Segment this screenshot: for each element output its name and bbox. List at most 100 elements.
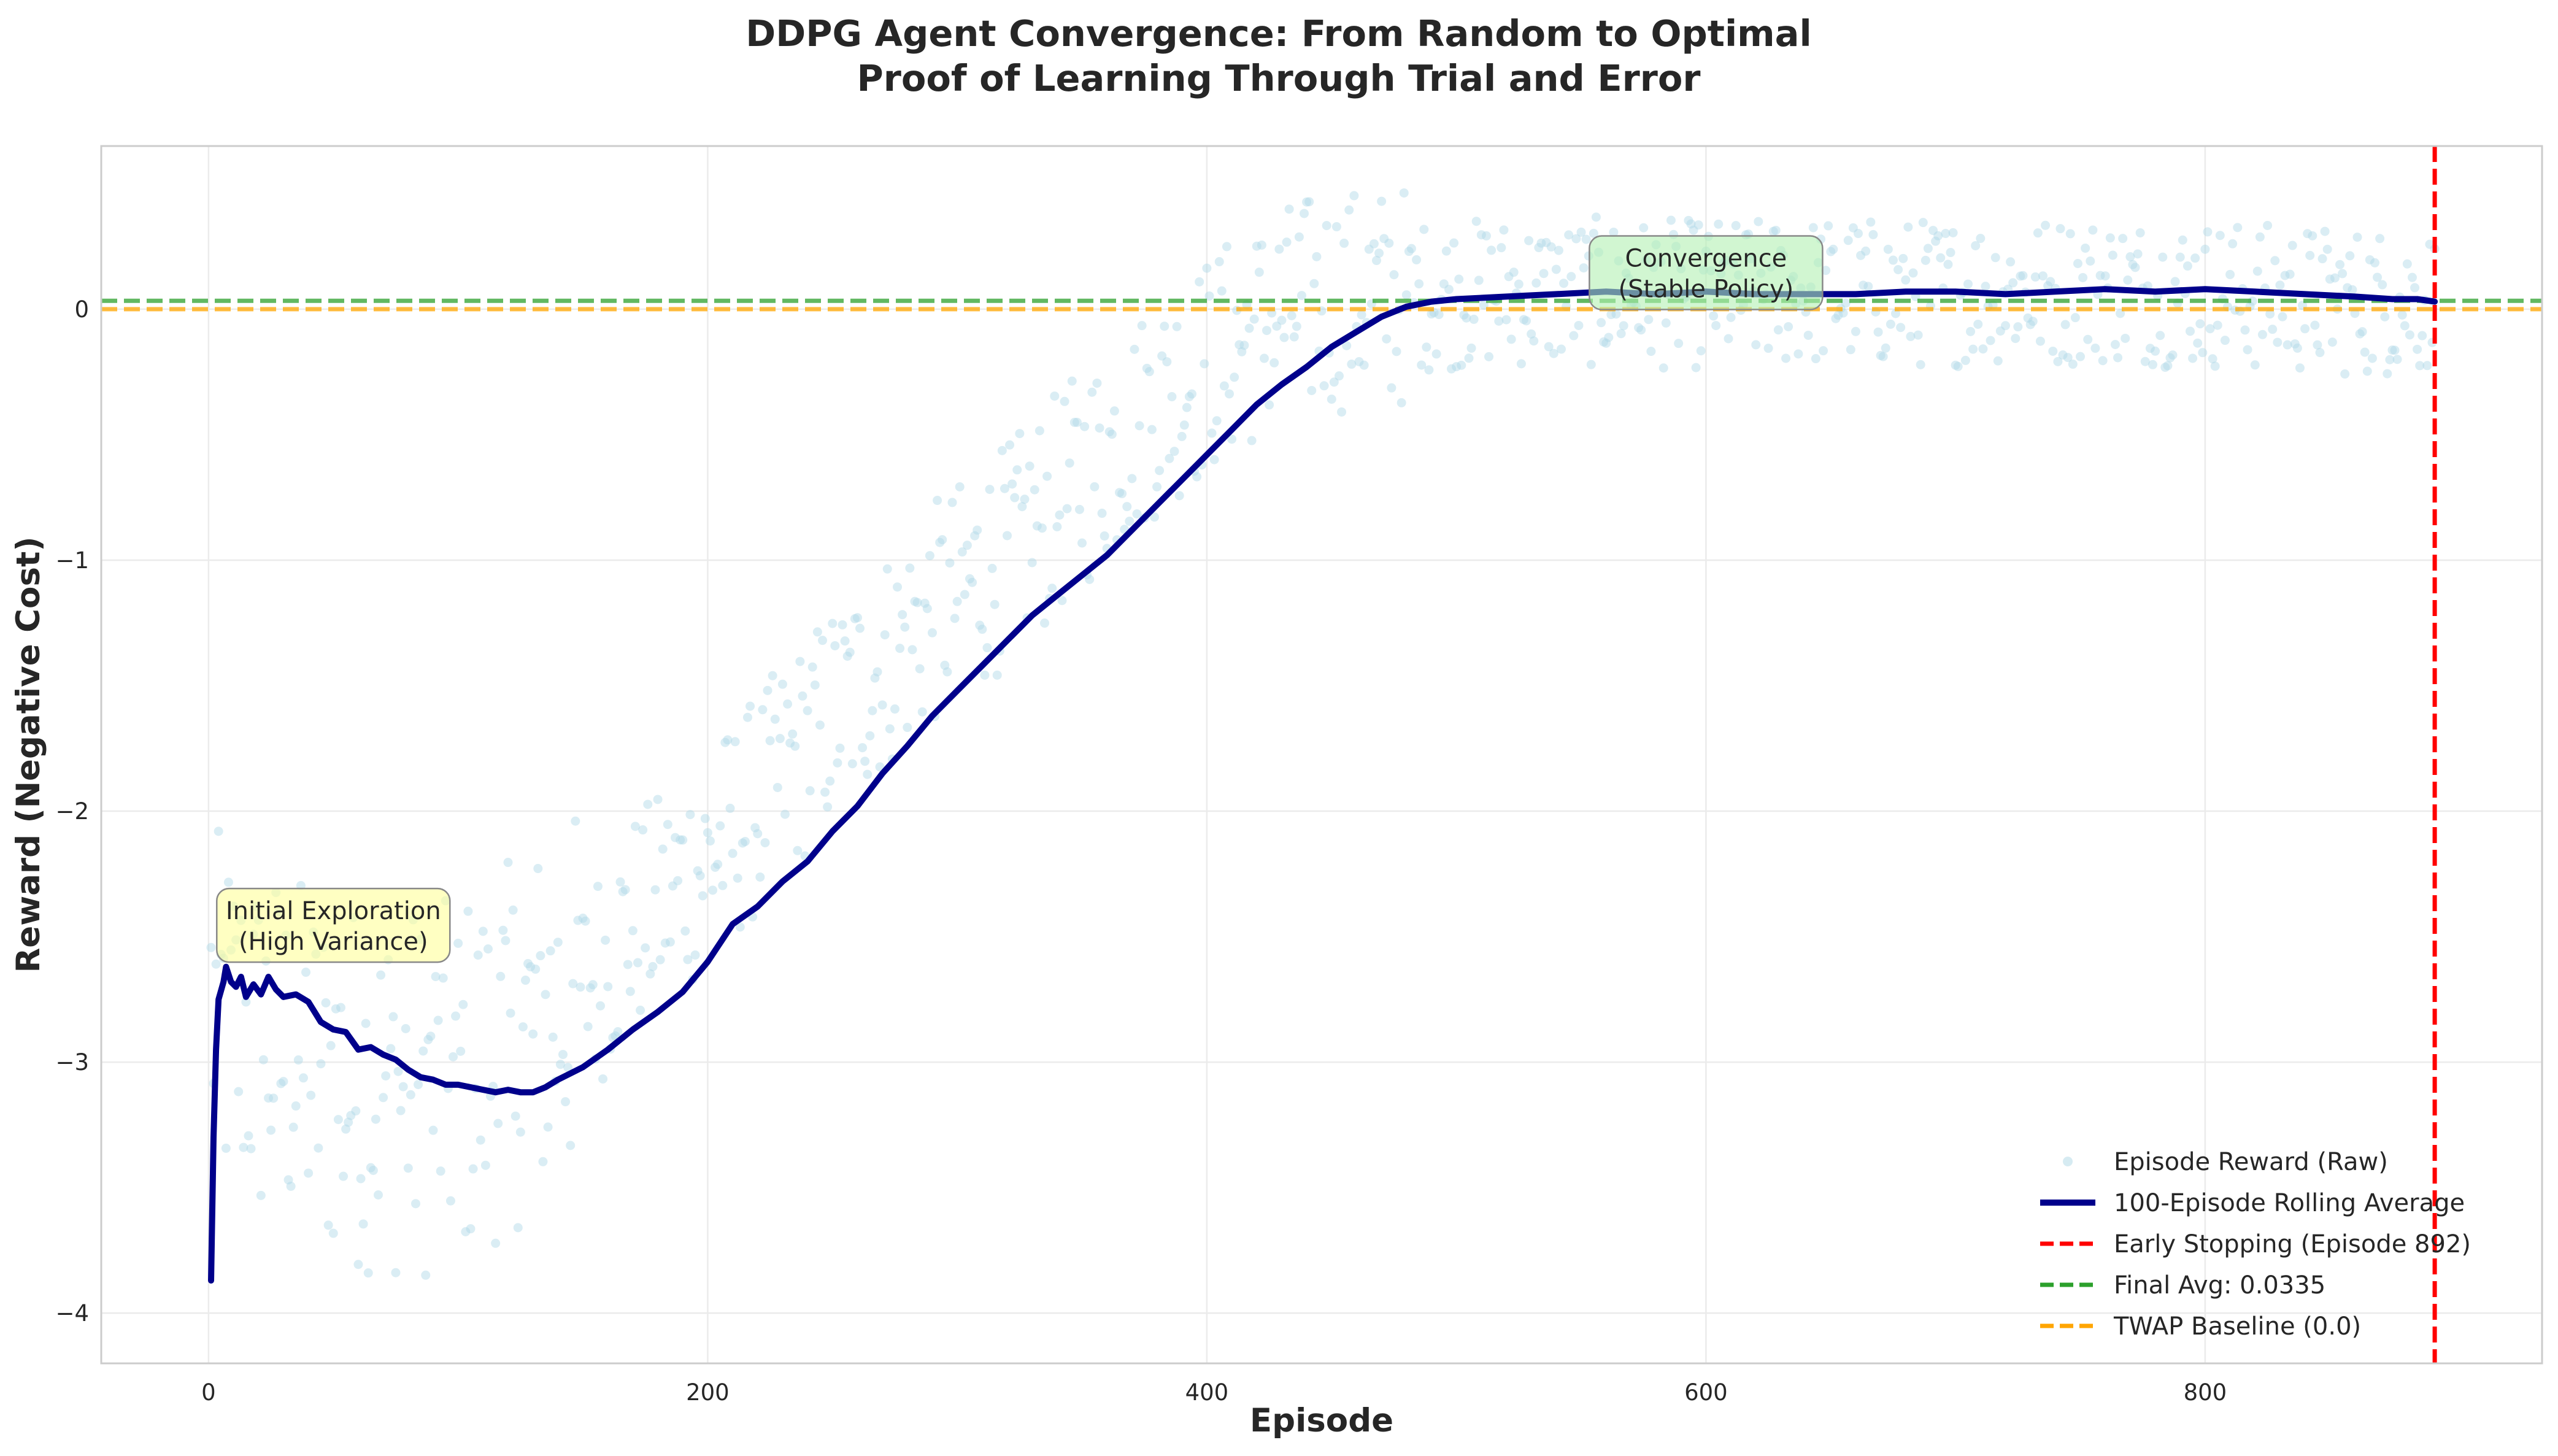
raw-reward-point (1032, 521, 1042, 531)
raw-reward-point (538, 1157, 548, 1166)
raw-reward-point (548, 1032, 558, 1042)
raw-reward-point (520, 976, 530, 985)
raw-reward-point (807, 662, 817, 672)
raw-reward-point (1559, 279, 1569, 288)
raw-reward-point (438, 973, 448, 983)
raw-reward-point (433, 1015, 443, 1025)
raw-reward-point (1204, 291, 1214, 301)
raw-reward-point (2165, 353, 2175, 363)
raw-reward-point (1901, 275, 1911, 285)
raw-reward-point (1115, 488, 1125, 498)
raw-reward-point (2006, 257, 2016, 267)
raw-reward-point (603, 982, 613, 992)
raw-reward-point (371, 1114, 380, 1124)
raw-reward-point (1107, 429, 1117, 439)
raw-reward-point (1007, 479, 1017, 489)
raw-reward-point (1868, 229, 1878, 239)
raw-reward-point (1696, 346, 1706, 356)
raw-reward-point (880, 630, 890, 640)
raw-reward-point (576, 982, 585, 992)
raw-reward-point (777, 679, 787, 689)
raw-reward-point (461, 1227, 471, 1237)
raw-reward-point (526, 962, 536, 972)
raw-reward-point (1476, 230, 1486, 240)
raw-reward-point (740, 836, 750, 846)
raw-reward-point (733, 873, 742, 883)
raw-reward-point (1030, 485, 1039, 495)
raw-reward-point (2300, 324, 2310, 334)
raw-reward-point (1359, 360, 1369, 370)
annotation-initial-exploration: Initial Exploration (High Variance) (216, 887, 451, 963)
raw-reward-point (241, 997, 251, 1007)
raw-reward-point (638, 825, 648, 835)
raw-reward-point (1811, 354, 1820, 364)
raw-reward-point (1302, 197, 1312, 207)
raw-reward-point (2400, 321, 2410, 331)
raw-reward-point (1554, 245, 1563, 255)
raw-reward-point (361, 1019, 371, 1028)
raw-reward-point (1227, 434, 1237, 444)
raw-reward-point (893, 582, 903, 592)
raw-reward-point (531, 965, 541, 974)
raw-reward-point (2205, 324, 2215, 334)
raw-reward-point (1639, 223, 1649, 233)
raw-reward-point (1304, 197, 1314, 207)
raw-reward-point (1379, 234, 1389, 244)
raw-reward-point (555, 1060, 565, 1069)
raw-reward-point (2182, 261, 2192, 271)
raw-reward-point (1074, 504, 1084, 514)
raw-reward-point (445, 1196, 455, 1206)
raw-reward-point (2065, 229, 2075, 239)
raw-reward-point (2390, 345, 2400, 355)
raw-reward-point (1586, 360, 1596, 369)
raw-reward-point (718, 880, 728, 890)
raw-reward-point (2013, 322, 2023, 332)
raw-reward-point (421, 1270, 431, 1280)
y-tick-label: −3 (55, 1049, 89, 1076)
raw-reward-point (2060, 320, 2070, 329)
raw-reward-point (728, 849, 738, 858)
raw-reward-point (1499, 225, 1509, 235)
raw-reward-point (269, 1093, 279, 1103)
raw-reward-point (1514, 279, 1524, 289)
raw-reward-point (2200, 244, 2210, 254)
raw-reward-point (468, 1164, 478, 1174)
raw-reward-point (2128, 260, 2138, 269)
raw-reward-point (1344, 205, 1354, 215)
raw-reward-point (1427, 309, 1436, 319)
raw-reward-point (264, 1093, 274, 1103)
raw-reward-point (2362, 366, 2372, 376)
raw-reward-point (2240, 325, 2250, 335)
raw-reward-point (1754, 217, 1763, 226)
raw-reward-point (373, 1190, 383, 1200)
raw-reward-point (1294, 232, 1304, 242)
raw-reward-point (276, 1079, 286, 1088)
raw-reward-point (653, 795, 663, 804)
raw-reward-point (1576, 227, 1586, 237)
raw-reward-point (1020, 495, 1030, 504)
raw-reward-point (2215, 231, 2225, 241)
raw-reward-point (2081, 243, 2090, 253)
raw-reward-point (1611, 309, 1621, 319)
raw-reward-point (1828, 244, 1838, 254)
raw-reward-point (316, 1059, 326, 1069)
legend-entry-raw: Episode Reward (Raw) (2063, 1148, 2388, 1176)
raw-reward-point (723, 735, 733, 745)
raw-reward-point (2340, 369, 2350, 379)
raw-reward-point (1866, 217, 1876, 227)
raw-reward-point (663, 820, 672, 830)
legend-entry-twap: TWAP Baseline (0.0) (2040, 1312, 2361, 1341)
raw-reward-point (1179, 420, 1189, 430)
raw-reward-point (1034, 426, 1044, 436)
raw-reward-point (1878, 352, 1888, 361)
raw-reward-point (1155, 466, 1165, 476)
raw-reward-point (1501, 315, 1511, 325)
raw-reward-point (2086, 256, 2095, 266)
raw-reward-point (1010, 493, 1020, 503)
raw-reward-point (1686, 219, 1696, 229)
raw-reward-point (980, 670, 990, 680)
raw-reward-point (655, 955, 665, 965)
raw-reward-point (1300, 209, 1309, 218)
raw-reward-point (2178, 235, 2187, 245)
